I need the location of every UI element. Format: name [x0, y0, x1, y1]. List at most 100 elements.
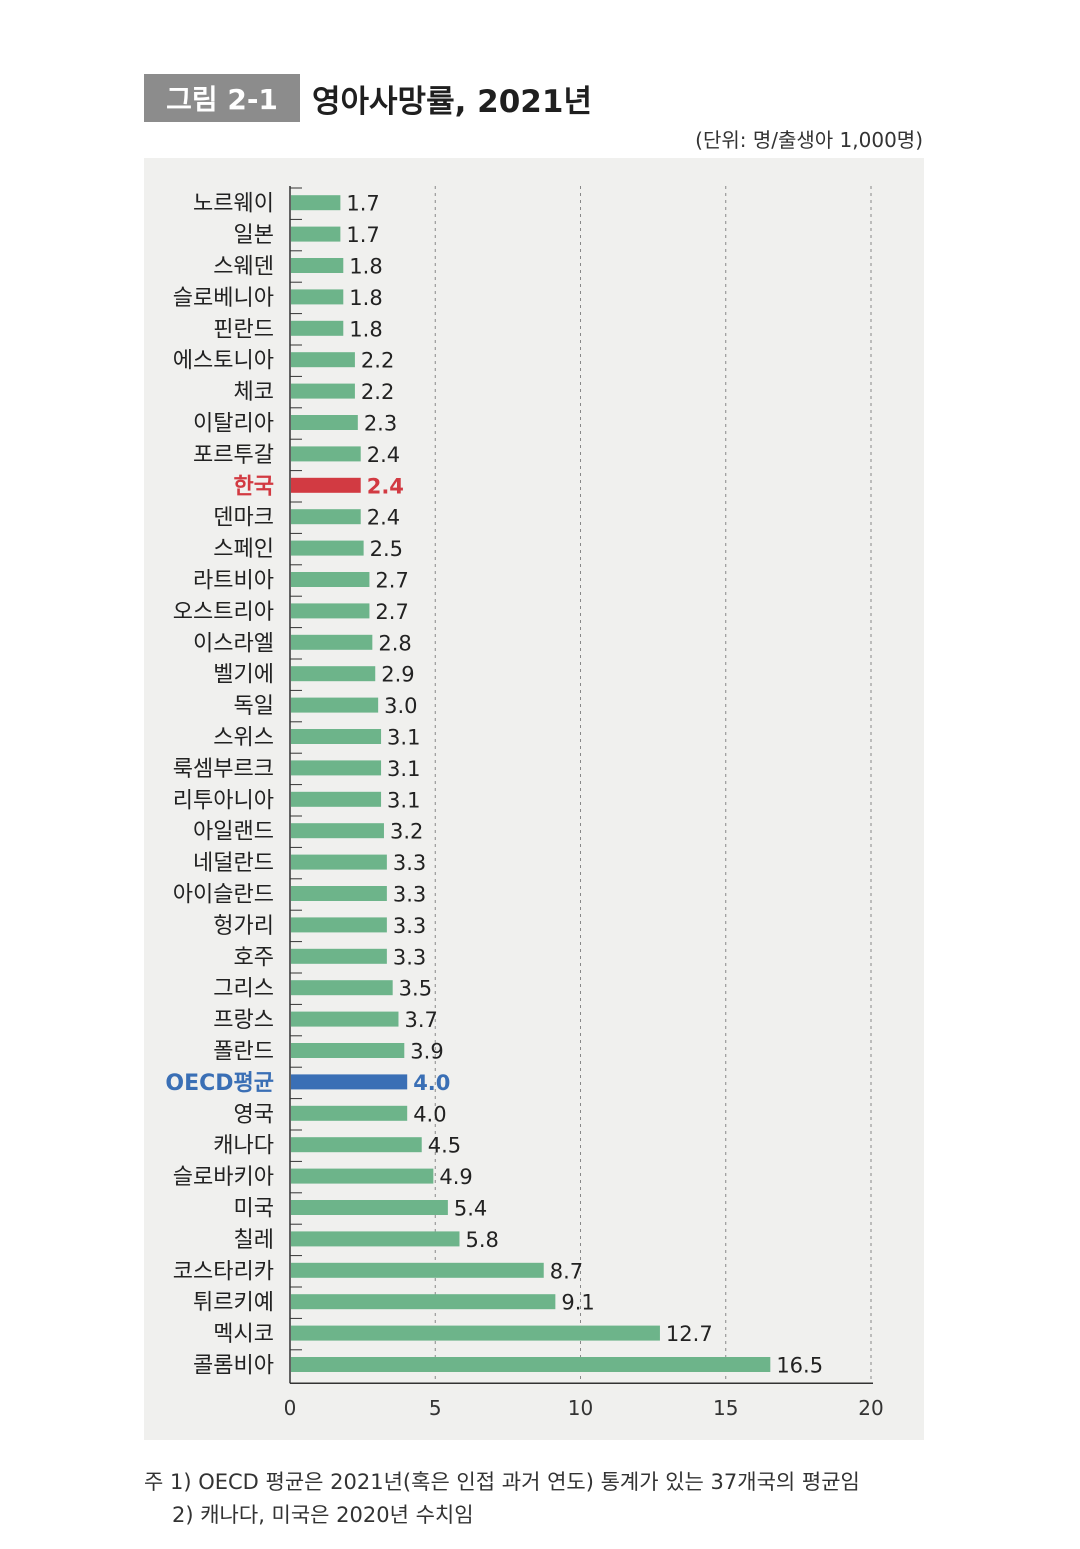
value-label: 4.5	[428, 1134, 461, 1158]
unit-label: (단위: 명/출생아 1,000명)	[695, 128, 923, 152]
value-label: 3.2	[390, 820, 423, 844]
category-label: OECD평균	[165, 1071, 274, 1096]
bar	[291, 634, 373, 650]
value-label: 9.1	[561, 1291, 594, 1315]
x-tick-label: 5	[429, 1396, 442, 1420]
category-label: 캐나다	[213, 1134, 274, 1159]
value-label: 3.3	[393, 945, 426, 969]
bar	[291, 195, 341, 211]
category-label: 덴마크	[213, 506, 274, 531]
bar-chart: 0 5 10 15 20 노르웨이 1.7 일본 1.7 스웨덴 1.8 슬로베니아 1.8 핀란드 1.8…	[165, 186, 884, 1420]
bar	[291, 791, 382, 807]
category-label: 멕시코	[213, 1322, 274, 1347]
value-label: 2.8	[378, 631, 411, 655]
category-label: 한국	[234, 474, 274, 499]
bar	[291, 1357, 771, 1372]
category-label: 폴란드	[213, 1040, 274, 1065]
bar	[291, 226, 341, 242]
category-label: 룩셈부르크	[173, 757, 274, 782]
category-label: 영국	[234, 1102, 274, 1127]
category-label: 스페인	[213, 537, 274, 562]
value-label: 16.5	[776, 1354, 823, 1378]
bar	[291, 823, 384, 839]
x-tick-label: 10	[568, 1396, 593, 1420]
category-label: 오스트리아	[173, 600, 274, 625]
category-label: 코스타리카	[173, 1259, 274, 1284]
value-label: 3.3	[393, 914, 426, 938]
value-label: 1.8	[349, 286, 382, 310]
value-label: 3.9	[410, 1040, 443, 1064]
value-label: 4.9	[439, 1165, 472, 1189]
value-label: 1.8	[349, 317, 382, 341]
bar	[291, 572, 370, 587]
category-label: 아일랜드	[193, 820, 274, 845]
bar	[291, 1074, 408, 1090]
value-label: 2.9	[381, 663, 414, 687]
figure-title: 영아사망률, 2021년	[312, 83, 592, 120]
value-label: 4.0	[413, 1102, 446, 1126]
category-label: 헝가리	[213, 914, 274, 939]
bar	[291, 1011, 399, 1027]
chart-panel	[144, 158, 924, 1440]
bar	[291, 729, 382, 744]
value-label: 5.4	[454, 1197, 487, 1221]
bar	[291, 258, 344, 273]
value-label: 3.1	[387, 726, 420, 750]
value-label: 2.3	[364, 412, 397, 436]
value-label: 5.8	[465, 1228, 498, 1252]
value-label: 3.0	[384, 694, 417, 718]
x-tick-label: 20	[858, 1396, 883, 1420]
bar	[291, 1231, 460, 1247]
bar	[291, 854, 387, 870]
value-label: 3.1	[387, 757, 420, 781]
bar	[291, 1137, 422, 1153]
figure-label: 그림 2-1	[144, 74, 300, 122]
bar	[291, 1294, 556, 1310]
value-label: 2.2	[361, 380, 394, 404]
figure-header: 그림 2-1 영아사망률, 2021년	[144, 74, 592, 122]
category-label: 아이슬란드	[173, 883, 274, 908]
bar	[291, 446, 361, 462]
category-label: 슬로베니아	[173, 286, 274, 311]
value-label: 2.4	[367, 506, 400, 530]
category-label: 라트비아	[193, 569, 274, 594]
category-label: 그리스	[213, 977, 274, 1002]
category-label: 스위스	[213, 726, 274, 751]
bar	[291, 917, 387, 933]
category-label: 리투아니아	[173, 788, 274, 813]
bar	[291, 540, 364, 556]
category-label: 독일	[234, 694, 274, 719]
category-label: 포르투갈	[193, 443, 274, 468]
bar	[291, 289, 344, 305]
value-label: 3.7	[404, 1008, 437, 1032]
notes: 주 1) OECD 평균은 2021년(혹은 인접 과거 연도) 통계가 있는 …	[144, 1466, 860, 1532]
value-label: 3.5	[399, 977, 432, 1001]
value-label: 2.7	[375, 569, 408, 593]
bar	[291, 760, 382, 776]
value-label: 2.2	[361, 349, 394, 373]
note-1: 주 1) OECD 평균은 2021년(혹은 인접 과거 연도) 통계가 있는 …	[144, 1470, 860, 1494]
category-label: 이탈리아	[193, 412, 274, 437]
category-label: 일본	[234, 223, 274, 248]
bar	[291, 603, 370, 619]
bar	[291, 980, 393, 996]
value-label: 1.8	[349, 255, 382, 279]
value-label: 2.5	[370, 537, 403, 561]
value-label: 2.4	[367, 474, 404, 498]
bar	[291, 666, 376, 682]
bar	[291, 886, 387, 901]
bar	[291, 1043, 405, 1058]
bar	[291, 415, 358, 430]
category-label: 슬로바키아	[173, 1165, 274, 1190]
value-label: 3.3	[393, 883, 426, 907]
category-label: 스웨덴	[213, 255, 274, 280]
value-label: 12.7	[666, 1322, 713, 1346]
value-label: 1.7	[346, 223, 379, 247]
category-label: 콜롬비아	[193, 1354, 274, 1379]
category-label: 벨기에	[213, 663, 274, 688]
bar	[291, 320, 344, 336]
category-label: 체코	[234, 380, 274, 405]
category-label: 프랑스	[213, 1008, 274, 1033]
bar	[291, 1168, 434, 1184]
bar	[291, 1200, 448, 1215]
